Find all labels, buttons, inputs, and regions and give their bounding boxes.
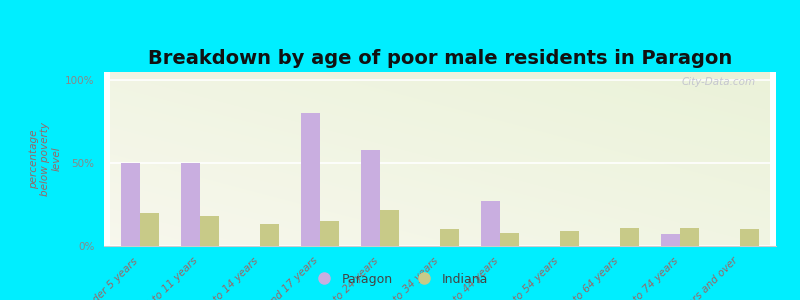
- Legend: Paragon, Indiana: Paragon, Indiana: [307, 268, 493, 291]
- Bar: [620, 228, 639, 246]
- Bar: [140, 213, 159, 246]
- Bar: [661, 234, 680, 246]
- Bar: [680, 228, 699, 246]
- Title: Breakdown by age of poor male residents in Paragon: Breakdown by age of poor male residents …: [148, 49, 732, 68]
- Bar: [260, 224, 279, 246]
- Y-axis label: percentage
below poverty
level: percentage below poverty level: [29, 122, 62, 196]
- Bar: [121, 163, 140, 246]
- Bar: [560, 231, 579, 246]
- Bar: [500, 233, 519, 246]
- Bar: [440, 230, 459, 246]
- Bar: [320, 221, 339, 246]
- Bar: [181, 163, 200, 246]
- Bar: [361, 150, 380, 246]
- Bar: [481, 201, 500, 246]
- Bar: [380, 209, 399, 246]
- Bar: [200, 216, 219, 246]
- Bar: [740, 230, 759, 246]
- Bar: [301, 113, 320, 246]
- Text: City-Data.com: City-Data.com: [682, 77, 756, 87]
